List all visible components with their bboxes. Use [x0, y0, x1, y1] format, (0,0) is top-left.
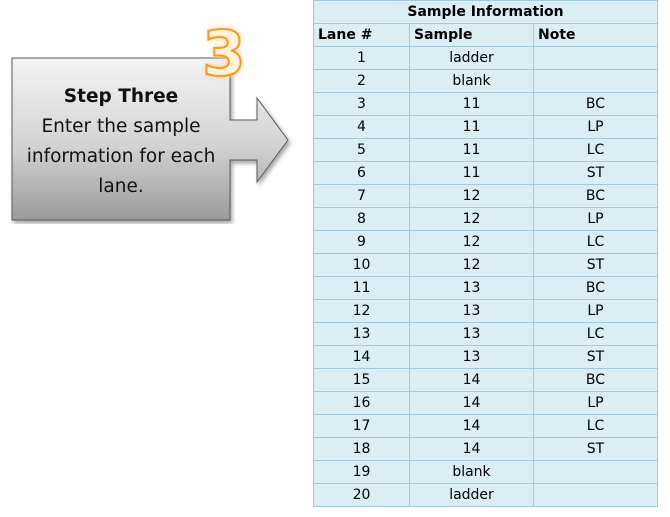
cell-lane[interactable]: 10	[313, 253, 410, 277]
cell-lane[interactable]: 8	[313, 207, 410, 231]
cell-lane[interactable]: 12	[313, 299, 410, 323]
callout-arrow-shape	[11, 57, 289, 221]
cell-sample[interactable]: ladder	[409, 483, 534, 507]
table-row: 16 14 LP	[313, 391, 658, 415]
cell-sample[interactable]: 13	[409, 322, 534, 346]
cell-lane[interactable]: 16	[313, 391, 410, 415]
cell-sample[interactable]: blank	[409, 460, 534, 484]
cell-note[interactable]: ST	[533, 161, 658, 185]
cell-note[interactable]: BC	[533, 184, 658, 208]
callout-text: Step Three Enter the sample information …	[12, 82, 230, 202]
table-row: 2 blank	[313, 69, 658, 93]
cell-note[interactable]	[533, 69, 658, 93]
cell-note[interactable]: LP	[533, 115, 658, 139]
cell-lane[interactable]: 4	[313, 115, 410, 139]
cell-lane[interactable]: 6	[313, 161, 410, 185]
cell-lane[interactable]: 1	[313, 46, 410, 70]
cell-note[interactable]	[533, 460, 658, 484]
table-row: 8 12 LP	[313, 207, 658, 231]
cell-lane[interactable]: 20	[313, 483, 410, 507]
table-row: 17 14 LC	[313, 414, 658, 438]
cell-lane[interactable]: 2	[313, 69, 410, 93]
header-row: Lane # Sample Note	[313, 23, 658, 47]
cell-sample[interactable]: 13	[409, 299, 534, 323]
cell-lane[interactable]: 11	[313, 276, 410, 300]
header-note[interactable]: Note	[533, 23, 658, 47]
cell-note[interactable]: LP	[533, 207, 658, 231]
cell-sample[interactable]: 14	[409, 437, 534, 461]
cell-lane[interactable]: 19	[313, 460, 410, 484]
cell-note[interactable]: LP	[533, 299, 658, 323]
cell-sample[interactable]: 13	[409, 345, 534, 369]
cell-lane[interactable]: 5	[313, 138, 410, 162]
step-callout: Step Three Enter the sample information …	[10, 56, 295, 224]
header-lane[interactable]: Lane #	[313, 23, 410, 47]
cell-sample[interactable]: blank	[409, 69, 534, 93]
cell-sample[interactable]: 14	[409, 368, 534, 392]
cell-sample[interactable]: 11	[409, 92, 534, 116]
cell-sample[interactable]: ladder	[409, 46, 534, 70]
header-sample[interactable]: Sample	[409, 23, 534, 47]
cell-sample[interactable]: 13	[409, 276, 534, 300]
cell-lane[interactable]: 7	[313, 184, 410, 208]
cell-lane[interactable]: 3	[313, 92, 410, 116]
cell-note[interactable]	[533, 46, 658, 70]
cell-lane[interactable]: 13	[313, 322, 410, 346]
table-row: 6 11 ST	[313, 161, 658, 185]
cell-sample[interactable]: 11	[409, 138, 534, 162]
cell-sample[interactable]: 14	[409, 414, 534, 438]
cell-note[interactable]: BC	[533, 368, 658, 392]
cell-note[interactable]: ST	[533, 345, 658, 369]
cell-lane[interactable]: 9	[313, 230, 410, 254]
cell-note[interactable]: BC	[533, 276, 658, 300]
cell-sample[interactable]: 14	[409, 391, 534, 415]
cell-lane[interactable]: 14	[313, 345, 410, 369]
table-row: 1 ladder	[313, 46, 658, 70]
cell-sample[interactable]: 12	[409, 207, 534, 231]
table-row: 18 14 ST	[313, 437, 658, 461]
table-row: 19 blank	[313, 460, 658, 484]
cell-note[interactable]: LC	[533, 138, 658, 162]
cell-lane[interactable]: 17	[313, 414, 410, 438]
table-row: 4 11 LP	[313, 115, 658, 139]
table-row: 15 14 BC	[313, 368, 658, 392]
cell-note[interactable]: ST	[533, 437, 658, 461]
cell-note[interactable]: LC	[533, 414, 658, 438]
step-number-badge: 3	[201, 17, 246, 90]
cell-sample[interactable]: 12	[409, 230, 534, 254]
cell-note[interactable]: BC	[533, 92, 658, 116]
table-row: 20 ladder	[313, 483, 658, 507]
callout-title: Step Three	[63, 86, 179, 107]
table-row: 14 13 ST	[313, 345, 658, 369]
cell-lane[interactable]: 15	[313, 368, 410, 392]
table-row: 13 13 LC	[313, 322, 658, 346]
table-row: 11 13 BC	[313, 276, 658, 300]
cell-sample[interactable]: 11	[409, 161, 534, 185]
table-row: 9 12 LC	[313, 230, 658, 254]
cell-lane[interactable]: 18	[313, 437, 410, 461]
table-row: 10 12 ST	[313, 253, 658, 277]
table-row: 3 11 BC	[313, 92, 658, 116]
cell-sample[interactable]: 12	[409, 253, 534, 277]
cell-note[interactable]	[533, 483, 658, 507]
table-row: 5 11 LC	[313, 138, 658, 162]
callout-body: Enter the sample information for each la…	[26, 116, 216, 197]
cell-note[interactable]: LC	[533, 322, 658, 346]
cell-note[interactable]: LP	[533, 391, 658, 415]
cell-sample[interactable]: 11	[409, 115, 534, 139]
cell-note[interactable]: ST	[533, 253, 658, 277]
table-row: 7 12 BC	[313, 184, 658, 208]
cell-note[interactable]: LC	[533, 230, 658, 254]
table-row: 12 13 LP	[313, 299, 658, 323]
cell-sample[interactable]: 12	[409, 184, 534, 208]
table-title: Sample Information	[313, 0, 658, 24]
